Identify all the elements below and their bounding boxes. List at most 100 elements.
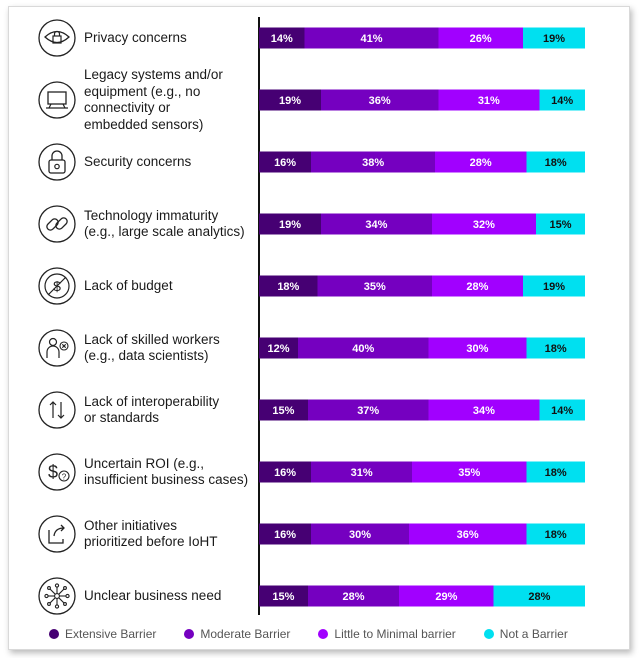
bar-segment bbox=[307, 585, 400, 607]
person-x-icon bbox=[37, 328, 77, 368]
bar-segment bbox=[317, 275, 432, 297]
bar-segment bbox=[320, 213, 432, 235]
bar-segment bbox=[526, 337, 585, 359]
data-label: 28% bbox=[470, 157, 492, 169]
bar-segment bbox=[526, 523, 585, 545]
category-label: Privacy concerns bbox=[84, 29, 187, 45]
data-label: 31% bbox=[351, 467, 373, 479]
bar-segment bbox=[311, 523, 409, 545]
stacked-bars: 14% 41% 26% 19% 19% 36% 31% 14% 16% 38% 28% 18% 19% 3… bbox=[259, 27, 585, 607]
legend-item: Moderate Barrier bbox=[184, 627, 290, 641]
forward-arrow-icon bbox=[37, 514, 77, 554]
legend-swatch bbox=[49, 629, 59, 639]
chart-card: Privacy concerns Legacy systems and/or eq… bbox=[8, 6, 630, 650]
eye-lock-icon bbox=[37, 18, 77, 58]
data-label: 34% bbox=[365, 219, 387, 231]
category-label: Security concerns bbox=[84, 153, 192, 169]
category-row: Lack of skilled workers (e.g., data scie… bbox=[9, 317, 629, 379]
data-label: 40% bbox=[352, 343, 374, 355]
data-label: 16% bbox=[274, 157, 296, 169]
data-label: 32% bbox=[473, 219, 495, 231]
svg-text:$: $ bbox=[48, 462, 58, 482]
category-label: Lack of skilled workers (e.g., data scie… bbox=[84, 331, 220, 364]
data-label: 30% bbox=[466, 343, 488, 355]
broken-chain-icon bbox=[37, 204, 77, 244]
svg-text:?: ? bbox=[62, 473, 67, 482]
up-down-arrows-icon bbox=[37, 390, 77, 430]
legend-label: Extensive Barrier bbox=[65, 627, 157, 641]
legend-label: Moderate Barrier bbox=[200, 627, 291, 641]
category-row: Other initiatives prioritized before IoH… bbox=[9, 503, 629, 565]
bar-segment bbox=[431, 213, 537, 235]
bar-segment bbox=[412, 461, 527, 483]
category-row: $ Lack of budget bbox=[9, 255, 629, 317]
bar-segment bbox=[438, 27, 524, 49]
data-label: 18% bbox=[545, 157, 567, 169]
data-label: 37% bbox=[357, 405, 379, 417]
bar-segment bbox=[431, 275, 524, 297]
bar-segment bbox=[304, 27, 439, 49]
data-label: 28% bbox=[466, 281, 488, 293]
data-label: 19% bbox=[279, 95, 301, 107]
bar-segment bbox=[408, 523, 527, 545]
bar-segment bbox=[259, 213, 321, 235]
computer-icon bbox=[37, 80, 77, 120]
bar-segment bbox=[259, 275, 318, 297]
data-label: 18% bbox=[277, 281, 299, 293]
category-label: Other initiatives prioritized before IoH… bbox=[84, 517, 218, 550]
bar-segment bbox=[526, 461, 585, 483]
bar-segment bbox=[428, 337, 527, 359]
data-label: 31% bbox=[478, 95, 500, 107]
bar-segment bbox=[320, 89, 439, 111]
bar-segment bbox=[523, 275, 585, 297]
bar-segment bbox=[259, 461, 312, 483]
data-label: 18% bbox=[545, 467, 567, 479]
data-label: 34% bbox=[473, 405, 495, 417]
data-label: 26% bbox=[470, 33, 492, 45]
category-row: $? Uncertain ROI (e.g., insufficient busi… bbox=[9, 441, 629, 503]
data-label: 18% bbox=[545, 343, 567, 355]
data-label: 35% bbox=[364, 281, 386, 293]
data-label: 38% bbox=[362, 157, 384, 169]
legend-item: Extensive Barrier bbox=[49, 627, 156, 641]
bar-segment bbox=[259, 337, 299, 359]
category-row: Privacy concerns bbox=[9, 7, 629, 69]
bar-segment bbox=[399, 585, 494, 607]
bar-segment bbox=[311, 461, 413, 483]
data-label: 19% bbox=[543, 281, 565, 293]
legend-label: Little to Minimal barrier bbox=[334, 627, 456, 641]
data-label: 36% bbox=[369, 95, 391, 107]
bar-segment bbox=[259, 27, 305, 49]
category-axis-line bbox=[258, 17, 260, 615]
data-label: 16% bbox=[274, 467, 296, 479]
legend-item: Little to Minimal barrier bbox=[318, 627, 456, 641]
bar-segment bbox=[438, 89, 540, 111]
category-row: Unclear business need bbox=[9, 565, 629, 627]
data-label: 15% bbox=[272, 405, 294, 417]
legend-item: Not a Barrier bbox=[483, 627, 568, 641]
bar-segment bbox=[539, 399, 585, 421]
category-label: Unclear business need bbox=[84, 587, 222, 603]
data-label: 14% bbox=[271, 33, 293, 45]
data-label: 29% bbox=[435, 591, 457, 603]
category-label: Lack of budget bbox=[84, 277, 173, 293]
dollar-question-icon: $? bbox=[37, 452, 77, 492]
bar-segment bbox=[259, 89, 321, 111]
category-label: Uncertain ROI (e.g., insufficient busine… bbox=[84, 455, 249, 488]
data-label: 15% bbox=[550, 219, 572, 231]
data-label: 19% bbox=[543, 33, 565, 45]
bar-segment bbox=[539, 89, 585, 111]
data-label: 30% bbox=[349, 529, 371, 541]
bar-segment bbox=[259, 151, 312, 173]
data-label: 12% bbox=[268, 343, 290, 355]
data-label: 14% bbox=[551, 95, 573, 107]
bar-segment bbox=[259, 399, 308, 421]
bar-segment bbox=[493, 585, 585, 607]
bar-segment bbox=[526, 151, 585, 173]
bar-segment bbox=[307, 399, 429, 421]
data-label: 41% bbox=[360, 33, 382, 45]
data-label: 15% bbox=[272, 591, 294, 603]
data-label: 14% bbox=[551, 405, 573, 417]
bar-segment bbox=[536, 213, 585, 235]
bar-segment bbox=[259, 585, 308, 607]
